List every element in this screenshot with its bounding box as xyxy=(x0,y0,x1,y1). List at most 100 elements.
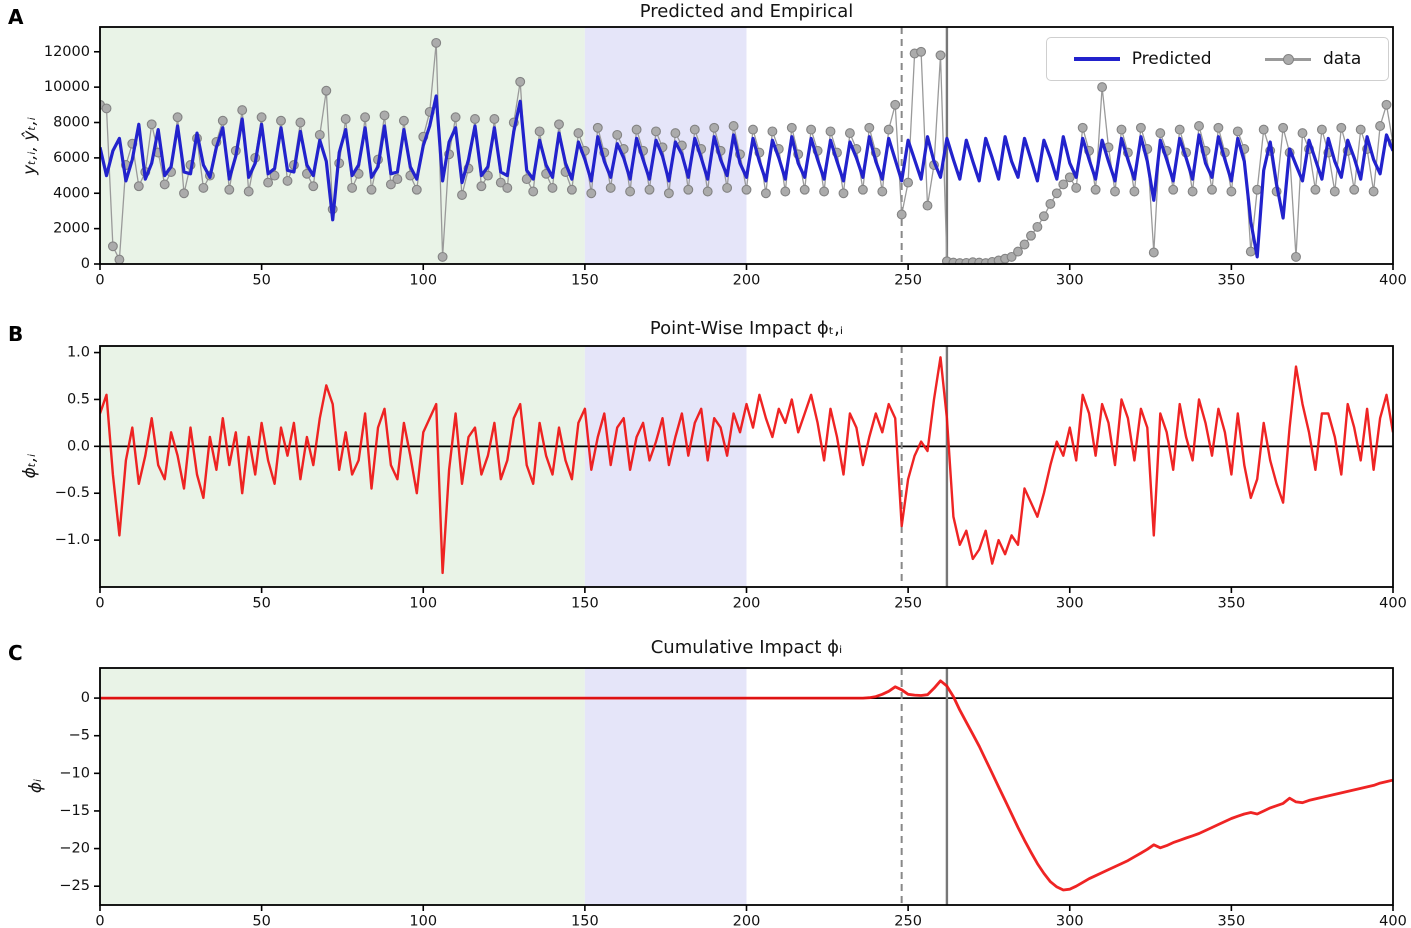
x-tick-label: 300 xyxy=(1056,914,1084,928)
data-point xyxy=(799,184,810,195)
x-tick-label: 100 xyxy=(409,273,437,289)
data-point xyxy=(172,112,183,123)
data-point xyxy=(890,99,901,110)
data-point xyxy=(592,122,603,133)
data-point xyxy=(528,186,539,197)
data-point xyxy=(1245,246,1256,257)
data-point xyxy=(767,126,778,137)
y-tick-label: 6000 xyxy=(53,150,90,166)
data-point xyxy=(806,124,817,135)
data-point xyxy=(470,114,480,124)
y-tick-label: 12000 xyxy=(44,44,90,60)
predicted-line xyxy=(100,94,1393,259)
data-point xyxy=(1291,251,1301,262)
data-point xyxy=(521,174,532,185)
legend-item-predicted: Predicted xyxy=(1073,49,1212,69)
data-point xyxy=(385,179,396,190)
data-point xyxy=(450,112,461,123)
data-point xyxy=(1232,126,1243,137)
data-point xyxy=(1045,198,1056,209)
x-tick-label: 0 xyxy=(95,914,104,928)
x-tick-label: 350 xyxy=(1218,273,1246,289)
x-tick-label: 300 xyxy=(1056,596,1084,612)
x-tick-label: 250 xyxy=(894,273,922,289)
y-tick-label: −15 xyxy=(59,803,90,819)
data-point xyxy=(107,241,118,252)
data-point xyxy=(179,188,189,199)
data-point xyxy=(760,188,771,199)
y-tick-label: −20 xyxy=(59,841,90,857)
data-point xyxy=(1349,184,1360,195)
x-tick-label: 400 xyxy=(1379,273,1407,289)
data-point xyxy=(1013,246,1023,257)
y-tick-label: −25 xyxy=(59,878,90,894)
data-point xyxy=(896,209,907,220)
pre-period-shading xyxy=(100,346,585,587)
data-point xyxy=(282,175,293,186)
data-point xyxy=(935,50,946,61)
data-point xyxy=(844,128,855,139)
x-tick-label: 350 xyxy=(1218,596,1246,612)
data-point xyxy=(702,186,713,197)
data-point xyxy=(1278,122,1289,133)
pointwise-impact-line xyxy=(100,356,1393,575)
panel-b: 0 50 100 150 200 250 300 350 400 1.0 0.5 0.0 −0.5 −1.… xyxy=(55,345,1407,612)
y-tick-label: 10000 xyxy=(44,79,90,95)
data-point xyxy=(1110,186,1120,197)
data-point xyxy=(903,177,914,188)
panel-a-title: Predicted and Empirical xyxy=(639,1,854,22)
x-tick-label: 400 xyxy=(1379,914,1407,928)
data-point xyxy=(728,121,739,131)
data-point xyxy=(1058,179,1069,190)
y-tick-label: −5 xyxy=(69,728,90,744)
x-tick-label: 100 xyxy=(409,596,437,612)
data-point xyxy=(314,129,325,140)
data-point xyxy=(1375,121,1386,131)
legend-item-data: data xyxy=(1264,49,1362,69)
data-point xyxy=(1168,184,1179,195)
data-point xyxy=(1368,186,1379,197)
data-point xyxy=(340,114,351,124)
data-point xyxy=(146,119,157,130)
predicted-line-swatch xyxy=(1073,57,1120,61)
data-point xyxy=(916,46,927,57)
y-ticks: 0 −5 −10 −15 −20 −25 xyxy=(59,690,100,894)
data-point xyxy=(1213,122,1224,133)
data-point xyxy=(224,184,235,195)
panel-a-ylabel: yₜ,ᵢ, ŷₜ,ᵢ xyxy=(20,117,40,175)
data-point xyxy=(1116,124,1127,135)
data-point xyxy=(495,177,506,188)
data-point xyxy=(877,186,888,197)
data-point xyxy=(276,115,286,126)
y-tick-label: 2000 xyxy=(53,221,90,237)
data-point xyxy=(431,37,442,48)
data-point xyxy=(263,177,274,188)
data-point xyxy=(1090,184,1101,195)
data-point xyxy=(922,200,933,211)
y-tick-label: 8000 xyxy=(53,115,90,131)
data-point xyxy=(1071,182,1082,193)
data-point xyxy=(243,186,254,197)
data-point xyxy=(476,181,487,192)
data-point xyxy=(631,124,642,135)
data-point xyxy=(612,129,623,140)
data-point xyxy=(663,188,674,199)
y-tick-label: 0 xyxy=(81,256,90,272)
panel-a-letter: A xyxy=(8,5,24,29)
data-point xyxy=(838,188,849,199)
data-point xyxy=(114,254,125,265)
panel-c: 0 50 100 150 200 250 300 350 400 0 −5 −10 −15 −20 −25 xyxy=(59,667,1407,928)
x-tick-label: 250 xyxy=(894,596,922,612)
legend-label-predicted: Predicted xyxy=(1131,49,1212,69)
data-point xyxy=(101,103,112,114)
data-point xyxy=(515,76,526,87)
data-point xyxy=(1381,99,1392,110)
data-point xyxy=(586,188,597,199)
data-point xyxy=(411,184,422,195)
legend-label-data: data xyxy=(1322,49,1362,69)
data-point xyxy=(269,170,280,181)
data-point xyxy=(1155,128,1166,139)
data-point xyxy=(1019,239,1030,250)
